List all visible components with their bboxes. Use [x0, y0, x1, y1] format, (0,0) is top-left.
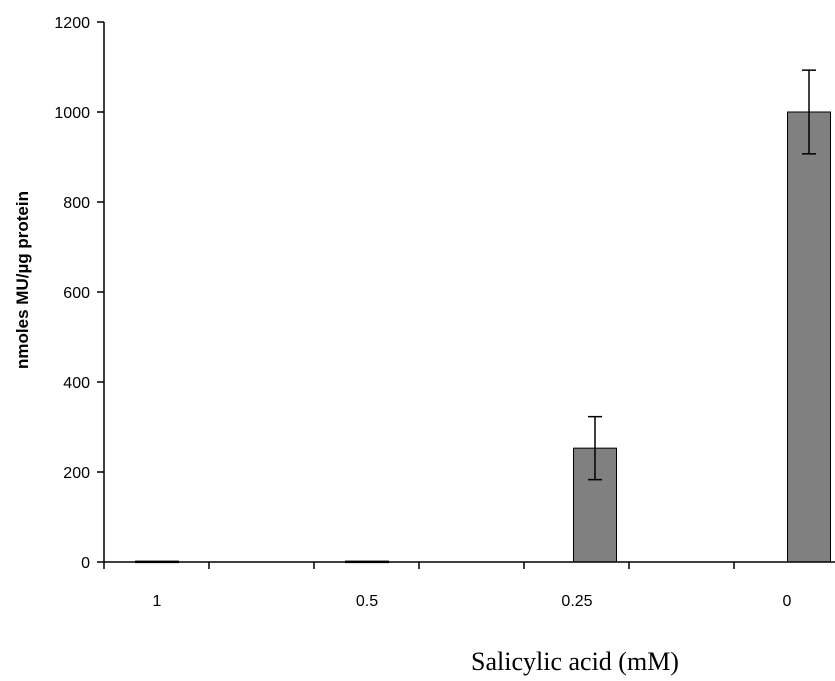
bars-group — [135, 111, 831, 564]
y-axis-label: nmoles MU/µg protein — [13, 191, 32, 369]
y-tick-label: 400 — [63, 375, 90, 392]
x-tick-label: 0 — [783, 593, 792, 610]
bar — [787, 111, 831, 563]
y-tick-label: 1000 — [54, 105, 90, 122]
y-tick-label: 1200 — [54, 15, 90, 32]
y-tick-label: 0 — [81, 555, 90, 572]
y-tick-label: 200 — [63, 465, 90, 482]
x-ticks-group: 1 0.5 0.25 0 — [103, 562, 792, 610]
error-bars-group — [588, 69, 816, 481]
x-tick-label: 1 — [153, 593, 162, 610]
y-ticks-group: 0 200 400 600 800 1000 1200 — [54, 15, 104, 572]
x-tick-label: 0.5 — [356, 593, 378, 610]
x-tick-label: 0.25 — [561, 593, 592, 610]
x-axis-label: Salicylic acid (mM) — [471, 647, 679, 676]
y-tick-label: 800 — [63, 195, 90, 212]
y-tick-label: 600 — [63, 285, 90, 302]
